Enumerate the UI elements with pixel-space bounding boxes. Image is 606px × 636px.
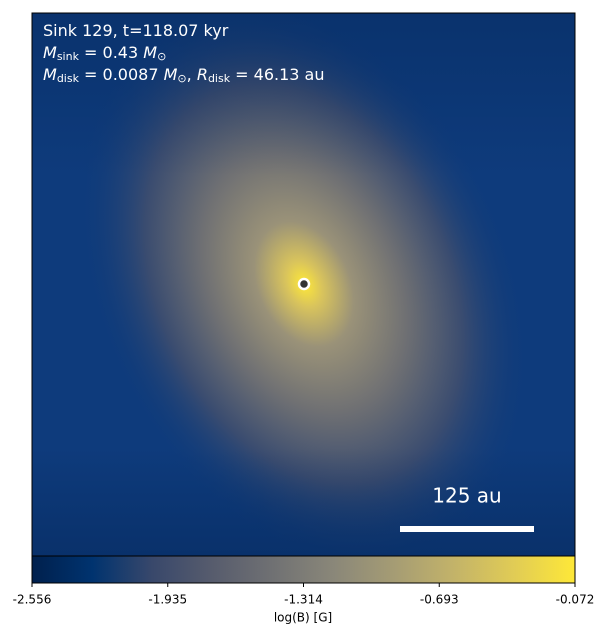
colorbar-tick-label: -1.314 [284,593,323,607]
annotation-part: ⊙ [177,72,186,85]
colorbar-tick-label: -0.693 [420,593,459,607]
annotation-part: = 46.13 au [230,65,324,84]
scale-bar-label: 125 au [432,484,501,508]
annotation-part: M [164,65,178,84]
annotation-part: = 0.0087 [79,65,164,84]
annotation-part: disk [57,72,80,85]
sink-marker [297,277,311,291]
annotation-part: disk [208,72,231,85]
scale-bar [400,526,534,532]
colorbar-label: log(B) [G] [274,611,332,625]
colorbar-tick-label: -1.935 [148,593,187,607]
colorbar-tick-label: -2.556 [13,593,52,607]
annotation-part: sink [57,50,80,63]
annotation-part: M [143,43,157,62]
annotation: Mdisk = 0.0087 M⊙, Rdisk = 46.13 au [43,65,325,86]
annotation-part: = 0.43 [79,43,143,62]
colorbar [31,555,576,584]
annotation-part: M [43,43,57,62]
annotation-part: , [187,65,197,84]
annotation-part: Sink 129, t=118.07 kyr [43,21,229,40]
annotation: Msink = 0.43 M⊙ [43,43,166,64]
annotation-part: ⊙ [157,50,166,63]
colorbar-tick-label: -0.072 [556,593,595,607]
annotation: Sink 129, t=118.07 kyr [43,21,229,40]
annotation-part: M [43,65,57,84]
annotation-part: R [197,65,208,84]
